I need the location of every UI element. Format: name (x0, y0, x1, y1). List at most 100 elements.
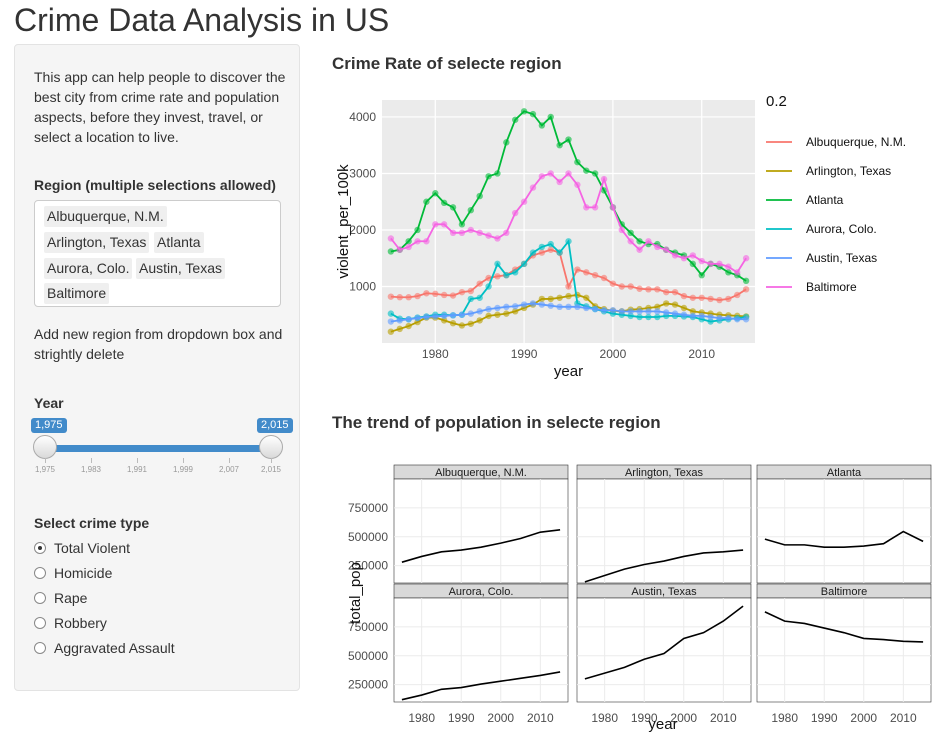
year-max-handle[interactable] (259, 435, 283, 459)
data-point (689, 308, 697, 315)
region-tag[interactable]: Atlanta (154, 232, 204, 253)
data-point (387, 235, 395, 242)
data-point (716, 314, 723, 322)
data-point (529, 110, 537, 118)
data-point (716, 296, 723, 304)
data-point (680, 292, 688, 300)
data-point (627, 229, 634, 237)
data-point (512, 269, 519, 276)
facet-label: Arlington, Texas (625, 467, 704, 479)
region-tag[interactable]: Aurora, Colo. (44, 258, 133, 279)
year-slider-track[interactable] (40, 445, 272, 452)
radio-label: Robbery (54, 615, 107, 631)
data-point (680, 255, 688, 262)
data-point (680, 304, 688, 312)
region-tag[interactable]: Baltimore (44, 283, 110, 304)
data-point (574, 181, 581, 188)
data-point (698, 271, 705, 279)
data-point (565, 136, 572, 143)
data-point (440, 291, 448, 299)
legend-label: Albuquerque, N.M. (806, 135, 906, 149)
data-point (494, 235, 501, 242)
x-tick-label: 1990 (631, 711, 658, 725)
x-tick-label: 1980 (591, 711, 618, 725)
region-tag[interactable]: Arlington, Texas (44, 232, 150, 253)
data-point (405, 322, 412, 330)
data-point (423, 290, 430, 297)
legend-label: Austin, Texas (806, 251, 877, 265)
data-point (494, 260, 501, 268)
region-tag[interactable]: Albuquerque, N.M. (44, 206, 167, 227)
data-point (636, 246, 643, 253)
data-point (529, 184, 537, 191)
data-point (689, 260, 697, 268)
data-point (698, 312, 705, 320)
year-tick-mark (45, 458, 46, 463)
data-point (414, 314, 421, 322)
data-point (698, 294, 705, 301)
x-tick-label: 1980 (422, 347, 449, 361)
radio-circle[interactable] (34, 542, 46, 554)
data-point (432, 290, 439, 298)
region-tag[interactable]: Austin, Texas (136, 258, 226, 279)
facet-panel (576, 478, 752, 584)
radio-circle[interactable] (34, 567, 46, 579)
data-point (476, 229, 483, 237)
data-point (574, 266, 581, 273)
data-point (458, 311, 466, 318)
population-line (584, 549, 744, 583)
data-point (689, 252, 697, 259)
facet-label: Baltimore (821, 586, 867, 598)
y-axis-label: violent_per_100k (335, 164, 352, 279)
data-point (565, 292, 572, 300)
data-point (467, 226, 475, 234)
data-point (654, 286, 661, 293)
intro-text: This app can help people to discover the… (34, 69, 286, 145)
radio-circle[interactable] (34, 617, 46, 629)
data-point (547, 240, 554, 248)
data-point (671, 310, 679, 317)
year-min-handle[interactable] (33, 435, 57, 459)
legend-label: Aurora, Colo. (806, 222, 877, 236)
data-point (600, 187, 608, 194)
facet-label: Aurora, Colo. (449, 586, 514, 598)
x-axis-label: year (554, 363, 583, 380)
y-tick-label: 3000 (349, 166, 376, 180)
data-point (645, 286, 652, 293)
y-tick-label: 250000 (348, 559, 388, 573)
x-tick-label: 2010 (890, 711, 917, 725)
data-point (476, 294, 483, 301)
data-point (449, 312, 457, 319)
data-point (520, 260, 528, 268)
data-point (556, 178, 563, 186)
data-point (440, 312, 448, 320)
data-point (503, 139, 510, 146)
year-tick-mark (271, 458, 272, 463)
data-point (645, 238, 652, 245)
facet-label: Austin, Texas (631, 586, 697, 598)
radio-label: Total Violent (54, 540, 131, 556)
data-point (609, 280, 617, 287)
data-point (538, 295, 546, 303)
year-tick-label: 1,991 (126, 465, 148, 474)
region-multiselect[interactable]: Albuquerque, N.M. Arlington, Texas Atlan… (34, 200, 281, 307)
data-point (467, 295, 475, 303)
radio-circle[interactable] (34, 642, 46, 654)
x-tick-label: 1990 (811, 711, 838, 725)
population-line (401, 529, 561, 563)
data-point (627, 308, 634, 315)
radio-circle[interactable] (34, 592, 46, 604)
data-point (671, 288, 679, 296)
data-point (485, 283, 492, 290)
data-point (440, 317, 448, 324)
data-point (538, 122, 546, 129)
data-point (734, 269, 741, 276)
data-point (583, 294, 590, 301)
population-line (584, 605, 744, 680)
data-point (591, 204, 599, 211)
facet-panel (576, 597, 752, 703)
legend-title: 0.2 (766, 93, 787, 110)
data-point (716, 260, 723, 268)
data-point (654, 308, 661, 315)
data-point (707, 295, 714, 303)
